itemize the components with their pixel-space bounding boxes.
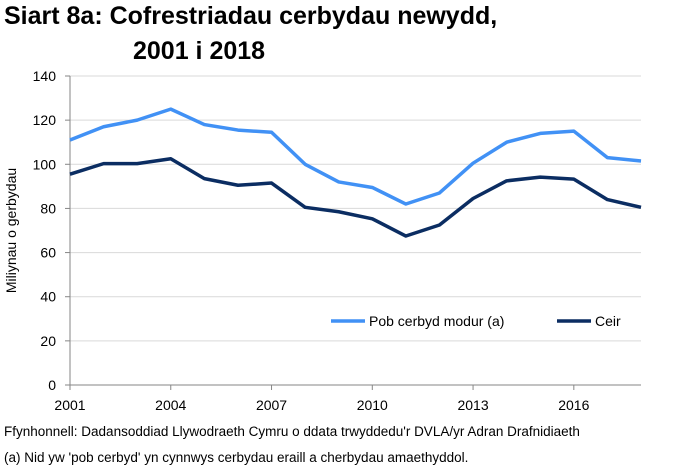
series-line-1 <box>69 107 642 206</box>
chart-title-line2: 2001 i 2018 <box>133 37 266 65</box>
source-note: Ffynhonnell: Dadansoddiad Llywodraeth Cy… <box>4 424 580 439</box>
legend-label: Ceir <box>595 313 621 329</box>
y-tick-label: 100 <box>33 156 57 172</box>
x-tick-label: 2004 <box>155 397 186 413</box>
y-tick-label: 0 <box>48 377 56 393</box>
y-tick-label: 60 <box>40 245 56 261</box>
x-tick-label: 2013 <box>457 397 488 413</box>
chart-title: Siart 8a: Cofrestriadau cerbydau newydd, <box>4 2 498 30</box>
y-tick-label: 120 <box>33 112 57 128</box>
y-tick-label: 20 <box>40 333 56 349</box>
y-axis-label: Miliynau o gerbydau <box>3 168 19 293</box>
y-tick-label: 140 <box>33 68 57 84</box>
series-line-2 <box>69 157 642 238</box>
y-tick-label: 40 <box>40 289 56 305</box>
y-tick-label: 80 <box>40 200 56 216</box>
x-tick-label: 2001 <box>54 397 85 413</box>
x-tick-label: 2010 <box>357 397 388 413</box>
x-tick-label: 2016 <box>558 397 589 413</box>
footnote-a: (a) Nid yw 'pob cerbyd' yn cynnwys cerby… <box>4 450 469 465</box>
legend-label: Pob cerbyd modur (a) <box>369 313 504 329</box>
x-tick-label: 2007 <box>256 397 287 413</box>
